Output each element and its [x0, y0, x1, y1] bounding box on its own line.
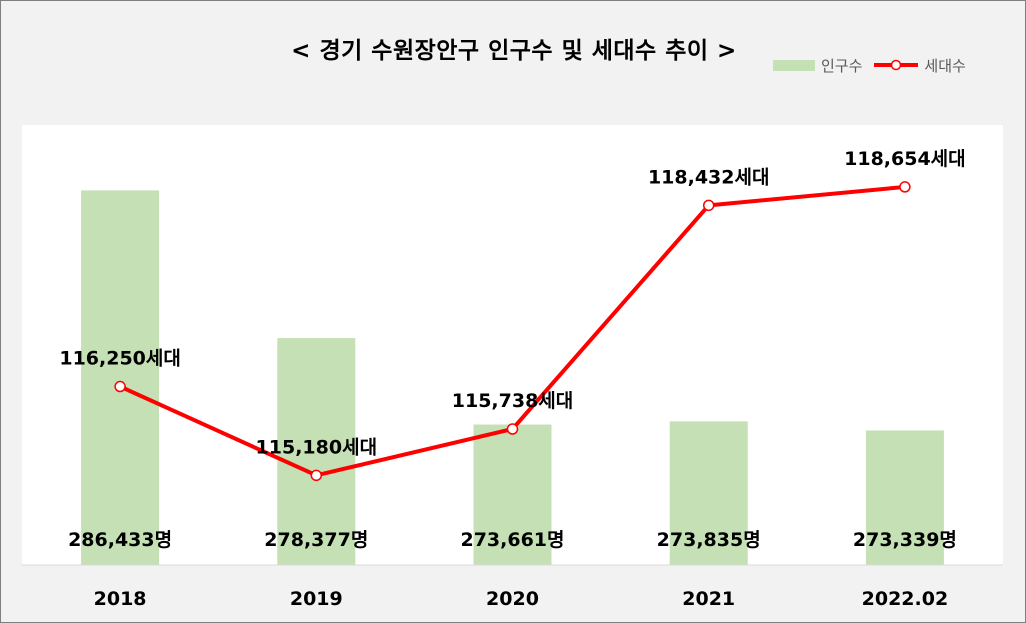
- line-value-label-3: 118,432세대: [648, 166, 770, 188]
- labels-layer: 286,433명 278,377명 273,661명 273,835명 273,339명…: [59, 148, 965, 551]
- bar-value-label-1: 278,377명: [264, 529, 368, 551]
- bars-layer: [81, 190, 944, 565]
- x-tick-label-3: 2021: [682, 588, 735, 610]
- x-tick-label-4: 2022.02: [862, 588, 949, 610]
- line-point-1: [310, 469, 323, 482]
- bar-population-3: [669, 421, 748, 565]
- legend-swatch-line: [874, 59, 919, 71]
- legend: 인구수 세대수: [773, 55, 976, 75]
- bar-population-1: [277, 338, 356, 565]
- legend-item-population: 인구수: [773, 55, 862, 76]
- line-layer: [114, 181, 911, 482]
- bar-population-0: [81, 190, 160, 565]
- line-point-4: [899, 181, 911, 193]
- legend-label-population: 인구수: [821, 56, 863, 75]
- line-value-label-4: 118,654세대: [844, 148, 966, 170]
- bar-value-label-0: 286,433명: [68, 529, 172, 551]
- bar-population-4: [865, 430, 944, 565]
- bar-population-2: [473, 424, 552, 565]
- x-tick-label-0: 2018: [94, 588, 147, 610]
- chart-title: < 경기 수원장안구 인구수 및 세대수 추이 >: [291, 38, 737, 64]
- bar-value-label-4: 273,339명: [853, 529, 957, 551]
- line-point-0: [114, 380, 126, 393]
- x-tick-label-1: 2019: [290, 588, 343, 610]
- bar-value-label-3: 273,835명: [657, 529, 761, 551]
- line-point-2: [506, 423, 519, 435]
- legend-swatch-bar: [773, 59, 815, 71]
- bar-value-label-2: 273,661명: [460, 529, 564, 551]
- x-tick-label-2: 2020: [486, 588, 539, 610]
- line-point-3: [702, 199, 715, 212]
- line-value-label-0: 116,250세대: [59, 348, 181, 370]
- legend-item-households: 세대수: [872, 55, 966, 76]
- x-tick-labels: 2018 2019 2020 2021 2022.02: [94, 588, 949, 610]
- legend-label-households: 세대수: [924, 56, 966, 75]
- line-value-label-2: 115,738세대: [452, 390, 574, 412]
- line-value-label-1: 115,180세대: [256, 436, 378, 458]
